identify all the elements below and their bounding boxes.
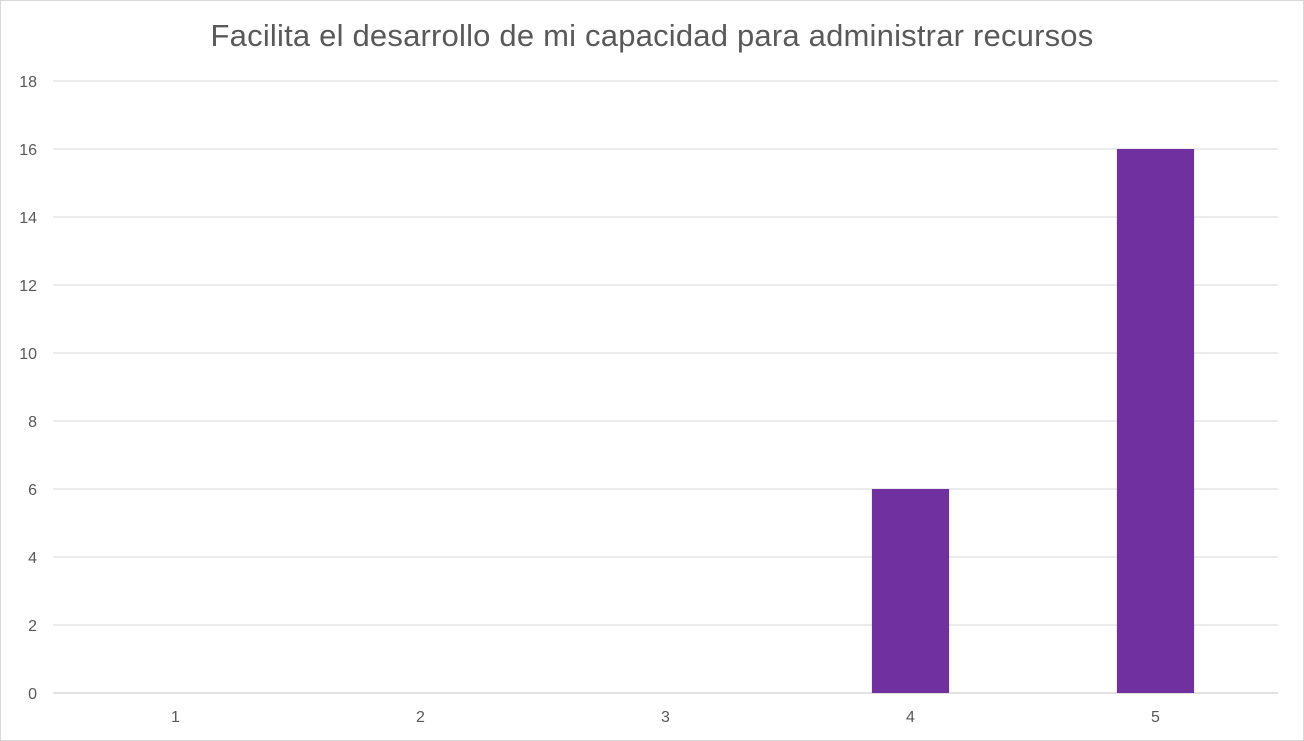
chart-title: Facilita el desarrollo de mi capacidad p… (210, 18, 1094, 53)
x-tick-label: 5 (1151, 709, 1160, 726)
y-tick-label: 14 (19, 210, 37, 227)
y-tick-label: 6 (28, 482, 37, 499)
y-tick-label: 0 (28, 686, 37, 703)
y-tick-label: 2 (28, 618, 37, 635)
y-tick-label: 4 (28, 550, 37, 567)
y-tick-label: 16 (19, 142, 37, 159)
x-axis: 1 2 3 4 5 (171, 709, 1160, 726)
gridlines (53, 80, 1278, 694)
x-tick-label: 3 (661, 709, 670, 726)
x-tick-label: 1 (171, 709, 180, 726)
x-tick-label: 2 (416, 709, 425, 726)
bar-4 (871, 489, 950, 693)
y-axis: 0 2 4 6 8 10 12 14 16 18 (19, 74, 37, 703)
y-tick-label: 8 (28, 414, 37, 431)
bar-series (871, 149, 1195, 693)
x-tick-label: 4 (906, 709, 915, 726)
bar-5 (1116, 149, 1195, 693)
y-tick-label: 12 (19, 278, 37, 295)
y-tick-label: 18 (19, 74, 37, 91)
y-tick-label: 10 (19, 346, 37, 363)
